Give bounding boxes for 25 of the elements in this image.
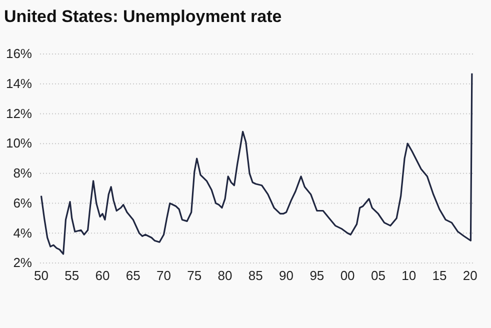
x-tick-label: 75	[187, 268, 202, 284]
y-tick-label: 14%	[6, 76, 32, 92]
x-tick-label: 50	[34, 268, 48, 284]
x-tick-label: 55	[64, 268, 80, 284]
y-tick-label: 8%	[13, 166, 32, 181]
x-tick-label: 00	[340, 268, 355, 284]
y-tick-label: 4%	[13, 225, 32, 240]
x-tick-label: 05	[370, 268, 386, 284]
x-tick-label: 10	[402, 268, 416, 284]
y-tick-label: 2%	[13, 255, 32, 270]
x-tick-label: 70	[156, 268, 171, 284]
chart-title: United States: Unemployment rate	[4, 7, 282, 26]
x-tick-label: 80	[218, 268, 232, 284]
x-tick-label: 15	[432, 268, 447, 284]
x-tick-label: 95	[310, 268, 324, 284]
y-tick-label: 12%	[6, 106, 32, 121]
x-tick-label: 65	[126, 268, 140, 284]
x-tick-label: 85	[248, 268, 263, 284]
x-tick-label: 60	[95, 268, 110, 284]
line-series	[40, 72, 473, 255]
y-tick-label: 10%	[6, 136, 32, 151]
y-tick-label: 6%	[13, 195, 32, 210]
x-tick-label: 20	[462, 268, 478, 284]
x-tick-label: 90	[279, 268, 294, 284]
y-tick-label: 16%	[6, 46, 32, 62]
